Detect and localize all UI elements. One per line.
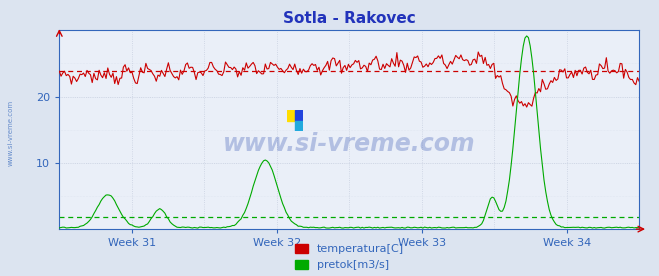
Bar xyxy=(287,110,295,121)
Legend: temperatura[C], pretok[m3/s]: temperatura[C], pretok[m3/s] xyxy=(295,244,404,270)
Text: www.si-vreme.com: www.si-vreme.com xyxy=(8,99,14,166)
Bar xyxy=(295,121,303,131)
Title: Sotla - Rakovec: Sotla - Rakovec xyxy=(283,11,416,26)
Bar xyxy=(295,110,303,121)
Text: www.si-vreme.com: www.si-vreme.com xyxy=(223,132,476,156)
